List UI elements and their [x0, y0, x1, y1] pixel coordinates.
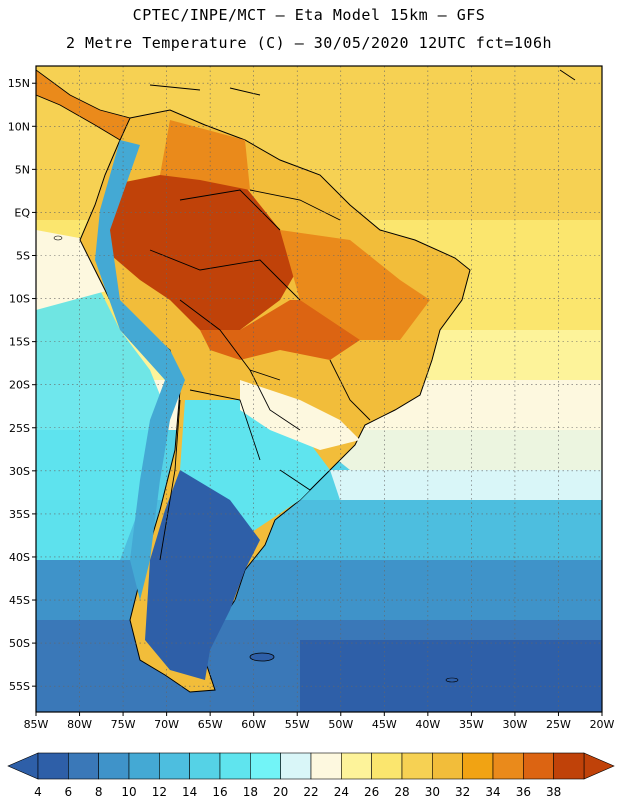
lat-label: EQ [14, 206, 30, 219]
colorbar-swatch [250, 752, 281, 780]
colorbar-swatch [492, 752, 524, 780]
lon-label: 40W [415, 718, 440, 731]
colorbar-label: 20 [273, 785, 288, 799]
colorbar-label: 32 [455, 785, 470, 799]
island-south-georgia [445, 677, 459, 683]
colorbar-swatch [219, 752, 251, 780]
lat-label: 25S [9, 422, 30, 435]
colorbar-label: 6 [65, 785, 73, 799]
lon-label: 55W [285, 718, 310, 731]
colorbar-label: 12 [152, 785, 167, 799]
country-borders [149, 189, 371, 561]
lat-label: 15N [8, 77, 30, 90]
lon-label: 85W [24, 718, 49, 731]
lat-label: 55S [9, 680, 30, 693]
colorbar-label: 36 [516, 785, 531, 799]
lon-label: 50W [328, 718, 353, 731]
ocean-band-deepblue [300, 640, 602, 712]
lon-label: 65W [198, 718, 223, 731]
colorbar-label: 10 [121, 785, 136, 799]
ocean-band-blue [36, 560, 602, 630]
colorbar-label: 14 [182, 785, 197, 799]
colorbar-arrow-low [7, 752, 39, 780]
lat-label: 15S [9, 336, 30, 349]
lon-label: 35W [459, 718, 484, 731]
colorbar-label: 18 [243, 785, 258, 799]
land-north-band [160, 120, 250, 190]
island-falklands [249, 652, 275, 662]
lon-label: 80W [67, 718, 92, 731]
lat-label: 50S [9, 637, 30, 650]
land-andes-cold [95, 140, 185, 600]
pacific-cool-current [36, 290, 170, 560]
colorbar-label: 22 [303, 785, 318, 799]
colorbar-label: 28 [394, 785, 409, 799]
colorbar-swatch [553, 752, 585, 780]
colorbar-swatch [68, 752, 99, 780]
colorbar-label: 38 [546, 785, 561, 799]
colorbar-label: 26 [364, 785, 379, 799]
lat-label: 30S [9, 465, 30, 478]
colorbar-swatch [159, 752, 190, 780]
colorbar-label: 4 [34, 785, 42, 799]
land-central-america [36, 69, 131, 141]
lat-label: 35S [9, 508, 30, 521]
chart-subtitle: 2 Metre Temperature (C) – 30/05/2020 12U… [65, 34, 553, 52]
colorbar-swatch [280, 752, 312, 780]
colorbar-swatch [341, 752, 372, 780]
colorbar-arrow-high [583, 752, 615, 780]
lon-label: 70W [154, 718, 179, 731]
colorbar-label: 24 [334, 785, 349, 799]
chart-title: CPTEC/INPE/MCT – Eta Model 15km – GFS [132, 6, 486, 24]
lat-label: 10S [9, 293, 30, 306]
colorbar-swatch [310, 752, 342, 780]
land-hot-ring [200, 300, 360, 360]
island-galapagos [53, 235, 63, 241]
colorbar-swatch [371, 752, 403, 780]
colorbar-label: 34 [485, 785, 500, 799]
longitude-labels: 85W 80W 75W 70W 65W 60W 55W 50W 45W 40W 35W 30W 25W 2… [24, 712, 615, 731]
colorbar-label: 8 [95, 785, 103, 799]
land-patagonia-blue [145, 470, 260, 680]
atlantic-cream-tongue [300, 420, 602, 470]
atlantic-lightcyan-tongue [330, 470, 602, 500]
lon-label: 30W [502, 718, 527, 731]
land-amazon-hot [105, 160, 300, 330]
lat-label: 5N [15, 163, 30, 176]
lat-label: 40S [9, 551, 30, 564]
lon-label: 45W [372, 718, 397, 731]
lat-label: 45S [9, 594, 30, 607]
latitude-labels: 15N 10N 5N EQ 5S 10S 15S 20S 25S 30S 35S 40S 45S 50S 5… [8, 77, 36, 693]
lat-label: 20S [9, 379, 30, 392]
lon-label: 60W [241, 718, 266, 731]
land-orange-east [280, 230, 430, 340]
lat-label: 10N [8, 120, 30, 133]
colorbar-label: 30 [425, 785, 440, 799]
colorbar: 4 6 8 10 12 14 16 18 20 22 24 26 28 30 32 34 36 38 [7, 752, 615, 799]
caribbean-islands [149, 69, 576, 96]
colorbar-swatch [523, 752, 554, 780]
colorbar-swatch [189, 752, 221, 780]
land-southeast-transition [240, 380, 360, 450]
colorbar-swatch [98, 752, 130, 780]
colorbar-swatch [462, 752, 494, 780]
lon-label: 20W [590, 718, 615, 731]
lat-label: 5S [16, 249, 30, 262]
lon-label: 25W [546, 718, 571, 731]
colorbar-swatch [432, 752, 463, 780]
lon-label: 75W [111, 718, 136, 731]
colorbar-swatch [128, 752, 160, 780]
map-frame [35, 65, 603, 713]
colorbar-label: 16 [212, 785, 227, 799]
colorbar-swatch [401, 752, 433, 780]
colorbar-swatch [37, 752, 69, 780]
